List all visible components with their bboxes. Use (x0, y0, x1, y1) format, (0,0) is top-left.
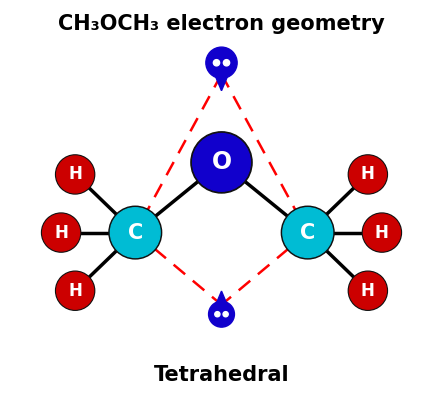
Circle shape (206, 47, 237, 79)
Text: H: H (54, 224, 68, 241)
Text: H: H (361, 282, 375, 300)
Text: H: H (68, 282, 82, 300)
Circle shape (55, 155, 95, 194)
Circle shape (214, 60, 220, 66)
Circle shape (223, 312, 228, 317)
Circle shape (215, 312, 220, 317)
Circle shape (55, 271, 95, 310)
Text: C: C (128, 223, 143, 243)
Circle shape (110, 208, 160, 257)
Circle shape (57, 272, 93, 309)
Circle shape (348, 155, 388, 194)
Text: O: O (211, 150, 232, 174)
Circle shape (57, 156, 93, 193)
Text: CH₃OCH₃ electron geometry: CH₃OCH₃ electron geometry (58, 14, 385, 34)
Circle shape (363, 214, 400, 251)
Text: H: H (68, 166, 82, 183)
Text: C: C (300, 223, 315, 243)
Circle shape (283, 208, 333, 257)
Text: Tetrahedral: Tetrahedral (154, 365, 289, 385)
Circle shape (43, 214, 80, 251)
Text: H: H (375, 224, 389, 241)
Circle shape (209, 301, 234, 327)
Circle shape (350, 272, 386, 309)
Circle shape (193, 134, 250, 191)
Circle shape (348, 271, 388, 310)
Polygon shape (210, 63, 233, 91)
Circle shape (109, 206, 162, 259)
Circle shape (350, 156, 386, 193)
Text: H: H (361, 166, 375, 183)
Polygon shape (212, 291, 231, 314)
Circle shape (281, 206, 334, 259)
Circle shape (42, 213, 81, 252)
Circle shape (223, 60, 229, 66)
Circle shape (191, 132, 252, 193)
Circle shape (362, 213, 401, 252)
